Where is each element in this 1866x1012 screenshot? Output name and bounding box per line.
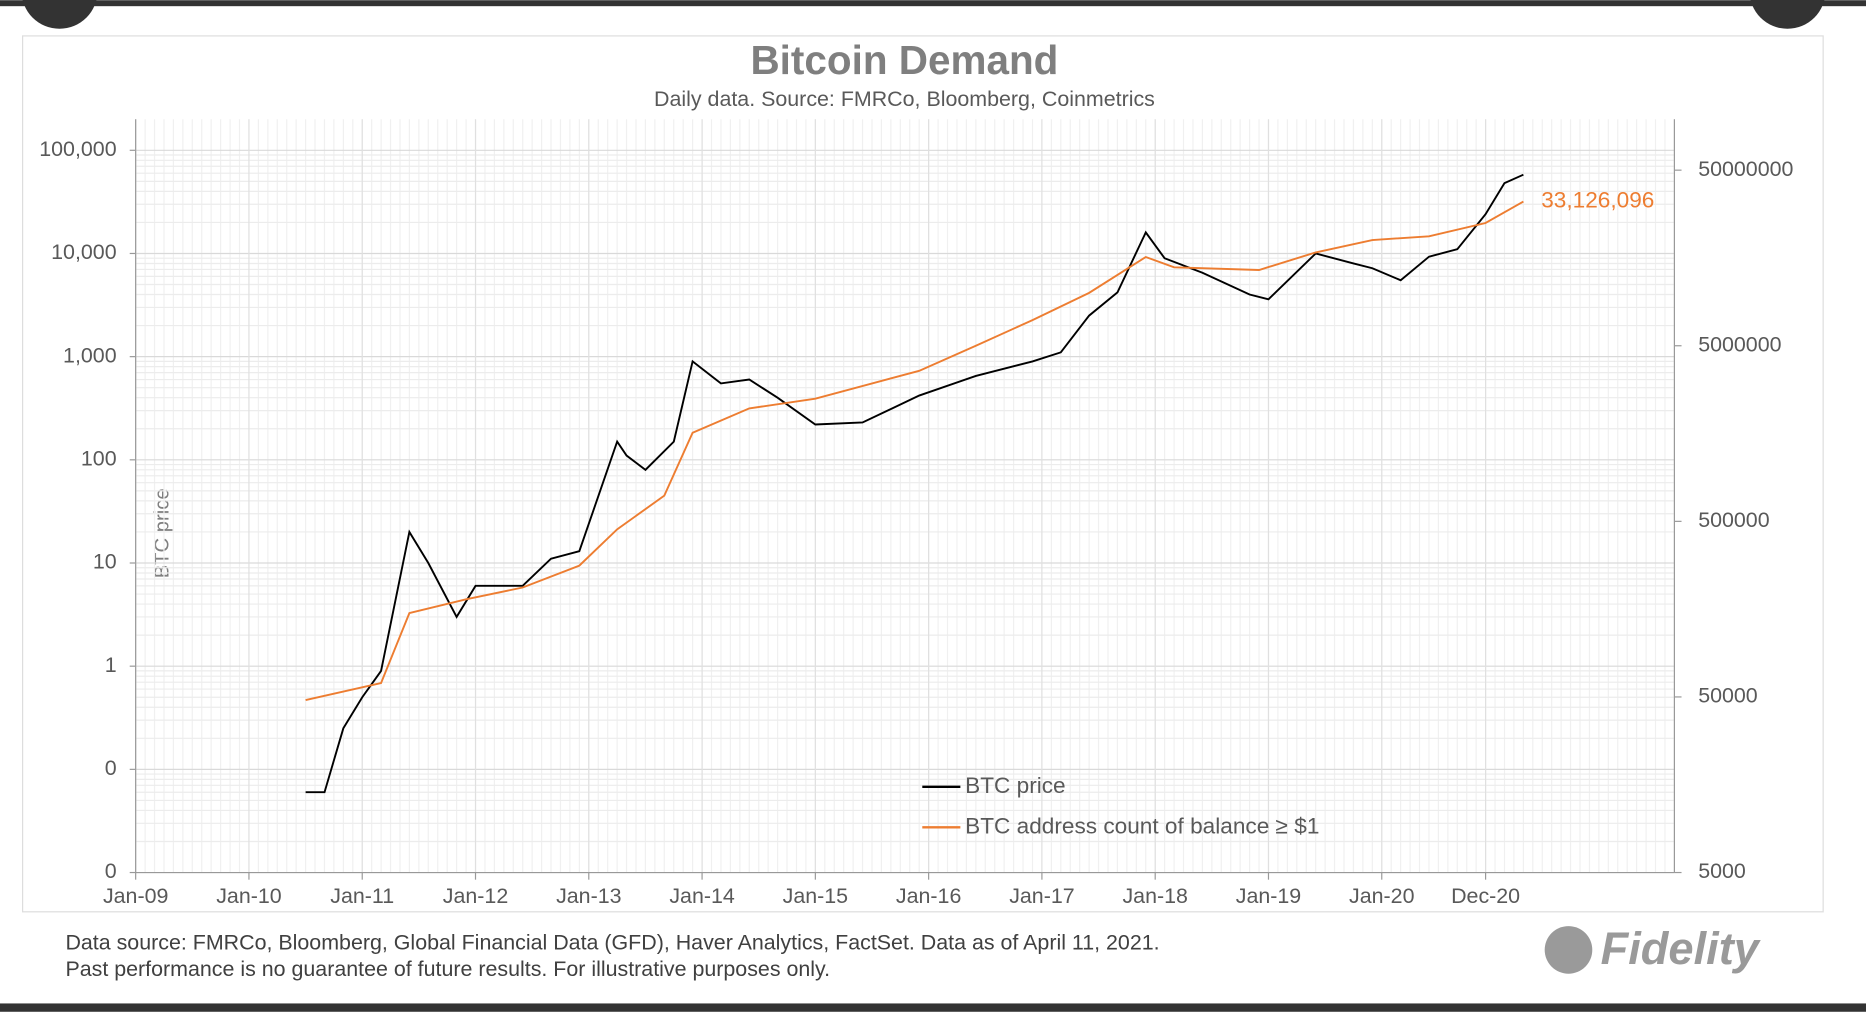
- x-tick-label: Jan-18: [1122, 884, 1187, 908]
- x-tick-label: Jan-16: [896, 884, 961, 908]
- bottom-bar: [0, 1003, 1866, 1012]
- y2-tick-label: 5000000: [1698, 332, 1781, 356]
- series-line: [305, 173, 1524, 794]
- x-tick-label: Jan-11: [330, 884, 394, 908]
- x-tick-label: Jan-19: [1236, 884, 1301, 908]
- x-tick-label: Jan-12: [443, 884, 508, 908]
- x-tick-label: Jan-10: [216, 884, 282, 908]
- close-button[interactable]: [21, 0, 97, 29]
- legend-label: BTC address count of balance ≥ $1: [965, 813, 1319, 838]
- y2-tick-label: 500000: [1698, 508, 1770, 532]
- x-tick-label: Dec-20: [1451, 884, 1520, 908]
- x-tick-label: Jan-15: [783, 884, 848, 908]
- value-label: 33,126,096: [1541, 188, 1654, 213]
- footer-line: Past performance is no guarantee of futu…: [65, 957, 830, 981]
- y-tick-label: 1,000: [63, 343, 117, 367]
- chart-title: Bitcoin Demand: [750, 37, 1058, 83]
- y-axis-label: BTC price: [151, 488, 173, 578]
- y2-tick-label: 50000000: [1698, 157, 1793, 181]
- footer-line: Data source: FMRCo, Bloomberg, Global Fi…: [65, 931, 1159, 955]
- chart-frame: [22, 35, 1824, 913]
- y2-tick-label: 5000: [1698, 859, 1746, 883]
- y-tick-label: 100,000: [39, 137, 116, 161]
- y-tick-label: 10: [93, 550, 117, 574]
- expand-button[interactable]: [1749, 0, 1825, 29]
- x-tick-label: Jan-20: [1349, 884, 1415, 908]
- y-tick-label: 10,000: [51, 240, 117, 264]
- logo-mark: [1544, 926, 1593, 974]
- x-tick-label: Jan-17: [1009, 884, 1074, 908]
- top-bar: [0, 0, 1866, 7]
- chart-subtitle: Daily data. Source: FMRCo, Bloomberg, Co…: [654, 87, 1155, 111]
- y-tick-label: 0: [105, 859, 117, 883]
- x-tick-label: Jan-14: [669, 884, 735, 908]
- logo: Fidelity: [1601, 923, 1762, 974]
- y-tick-label: 0: [105, 756, 117, 780]
- series-line: [305, 200, 1524, 702]
- plot: 0 0 1 10 100 1,000 10,000 100,000 5000 50000 50000…: [39, 119, 1794, 908]
- x-tick-label: Jan-13: [556, 884, 621, 908]
- y-tick-label: 100: [81, 446, 117, 470]
- y2-tick-label: 50000: [1698, 684, 1758, 708]
- x-tick-label: Jan-09: [103, 884, 168, 908]
- y-tick-label: 1: [105, 653, 117, 677]
- legend-label: BTC price: [965, 773, 1066, 798]
